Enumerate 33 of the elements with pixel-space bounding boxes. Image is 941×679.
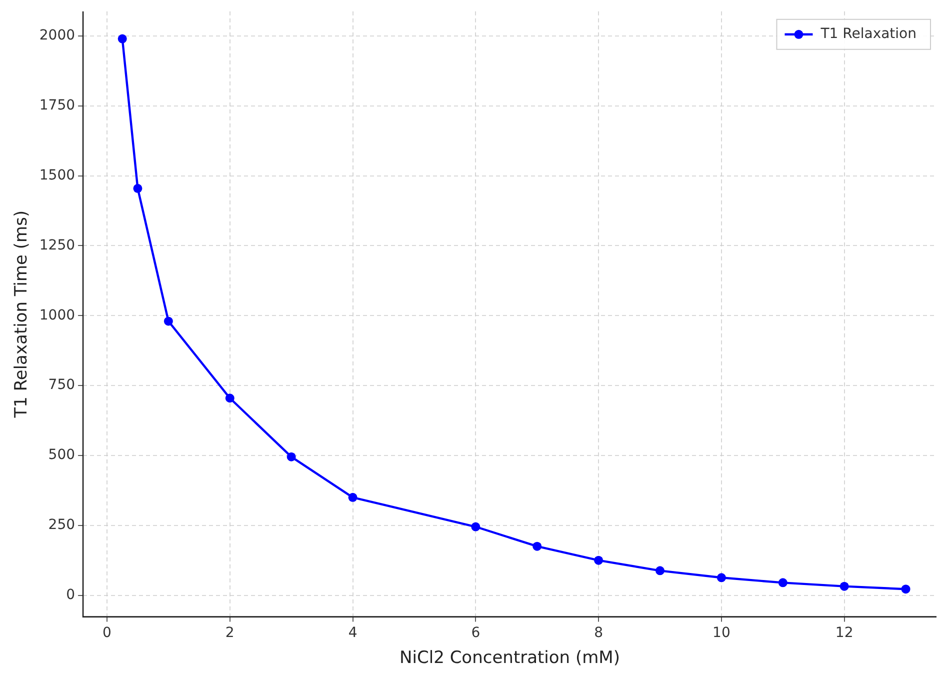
y-tick-label: 500 <box>48 447 76 464</box>
x-tick-label: 2 <box>225 624 234 641</box>
point <box>471 522 480 532</box>
y-tick-label: 250 <box>48 517 76 533</box>
point <box>716 573 726 582</box>
point <box>133 184 142 193</box>
y-tick-label: 2000 <box>39 28 76 44</box>
x-tick-label: 6 <box>471 624 480 641</box>
x-tick-label: 10 <box>712 624 730 641</box>
point <box>286 452 296 462</box>
point <box>594 556 604 565</box>
y-tick-label: 1250 <box>39 237 76 254</box>
point <box>225 394 234 403</box>
y-tick-label: 0 <box>66 586 76 603</box>
x-tick-label: 0 <box>102 624 112 641</box>
x-axis-title: NiCl2 Concentration (mM) <box>400 648 620 668</box>
x-tick-label: 12 <box>835 624 854 641</box>
point <box>655 566 664 576</box>
legend-label: T1 Relaxation <box>820 26 917 42</box>
point <box>532 542 542 551</box>
point <box>840 582 849 591</box>
point <box>118 34 127 44</box>
y-tick-label: 1500 <box>39 167 76 184</box>
y-axis-title: T1 Relaxation Time (ms) <box>12 210 32 419</box>
x-tick-label: 8 <box>594 624 604 641</box>
y-tick-label: 1750 <box>39 98 76 114</box>
point <box>778 578 788 588</box>
y-tick-label: 750 <box>48 377 76 394</box>
x-tick-label: 4 <box>348 624 358 641</box>
point <box>901 584 910 594</box>
point <box>348 492 358 502</box>
point <box>164 316 173 326</box>
y-tick-label: 1000 <box>39 307 76 324</box>
